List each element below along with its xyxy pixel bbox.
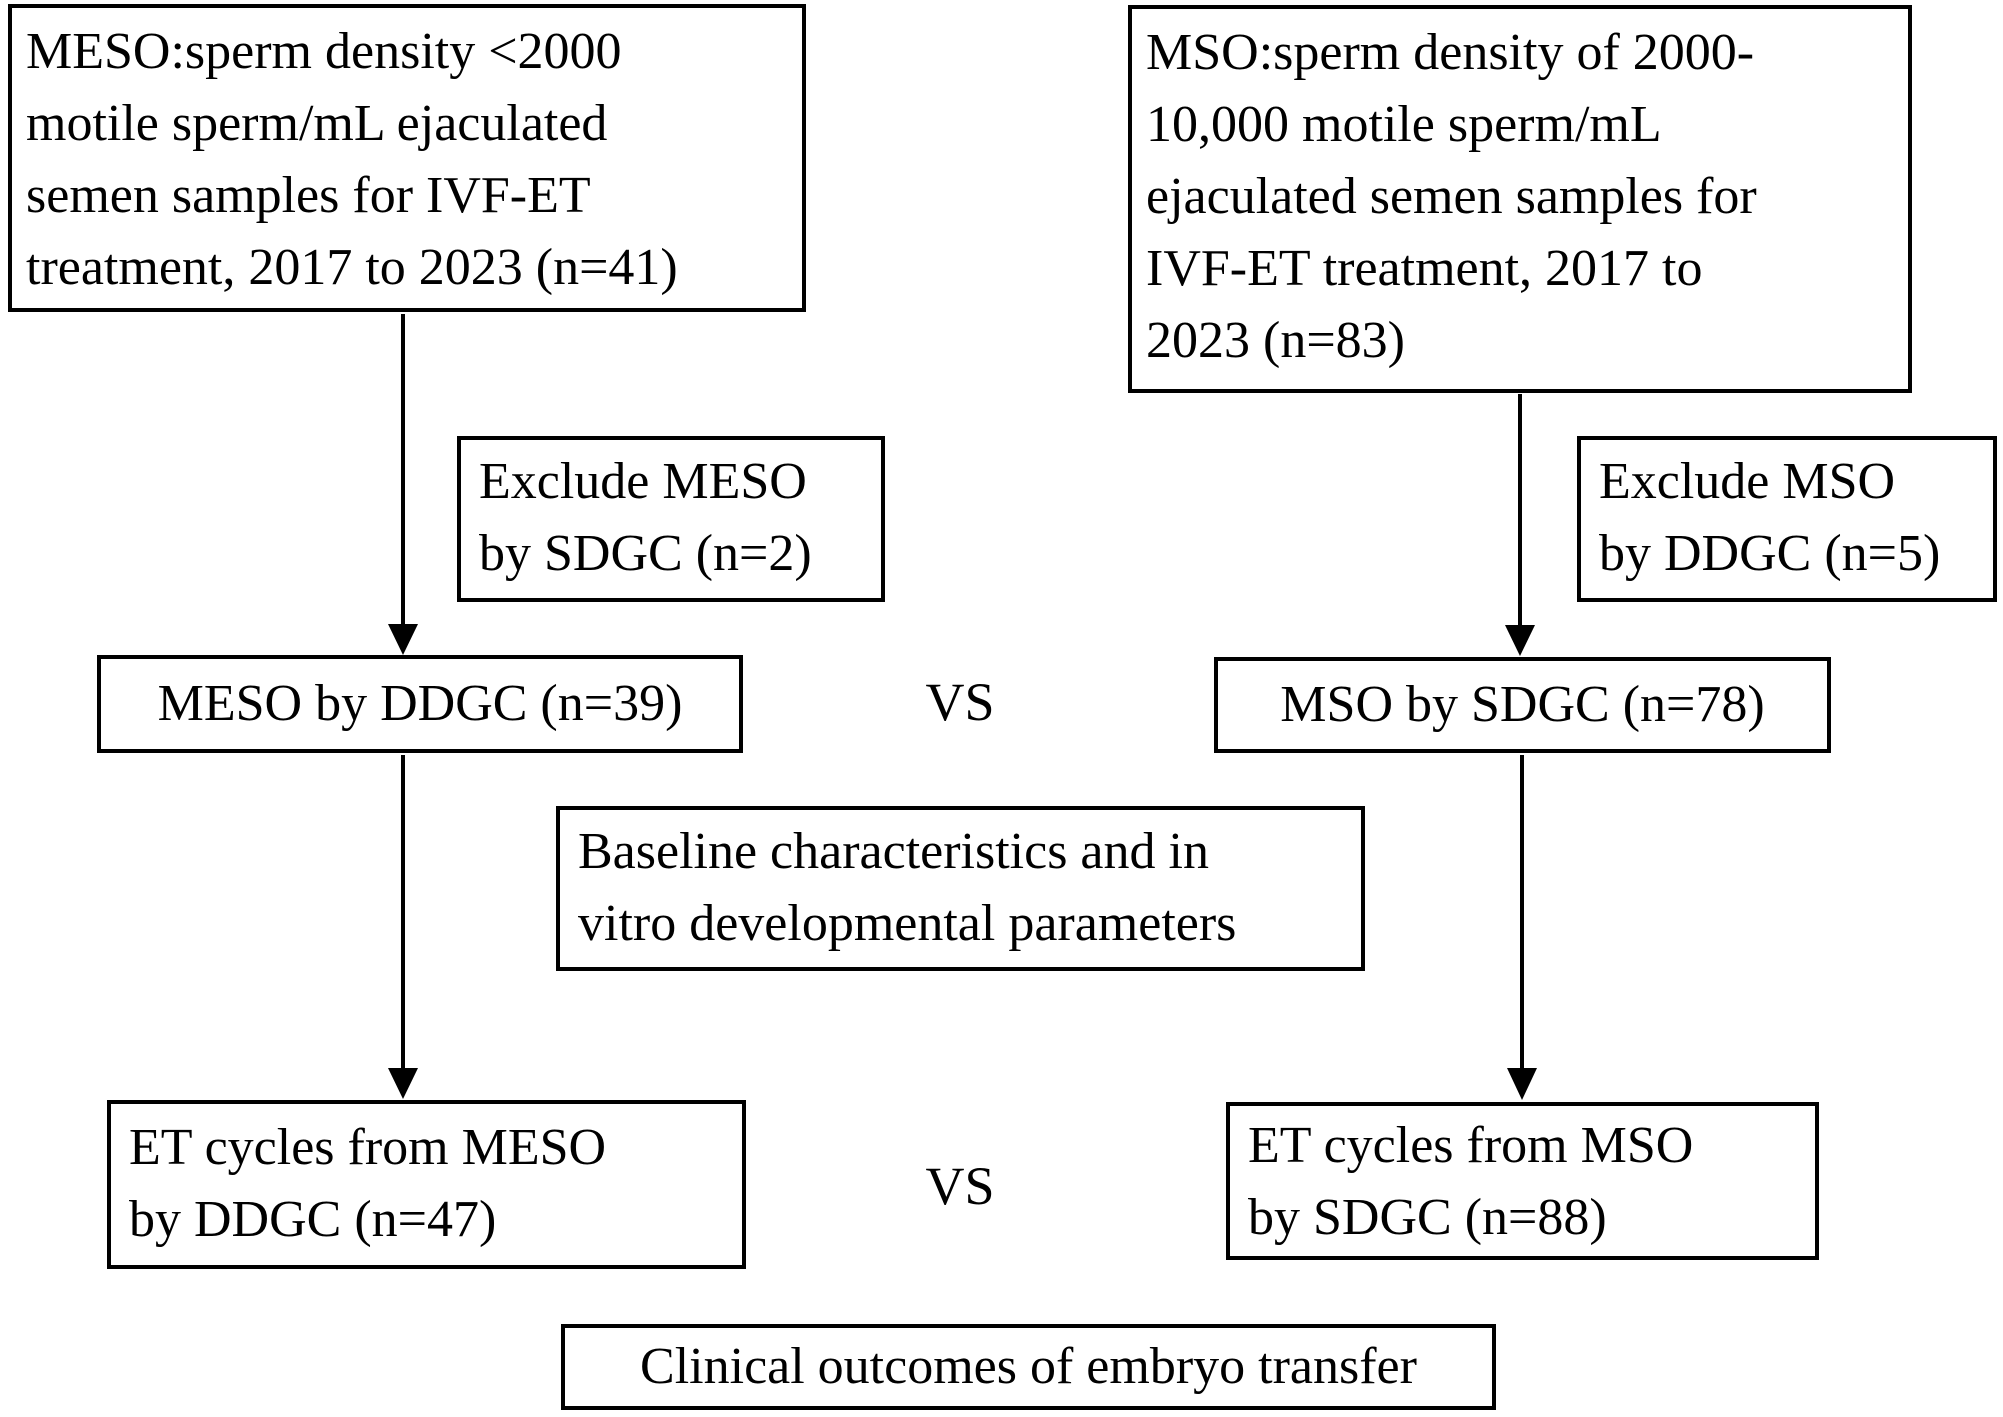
- box-exclude-meso: Exclude MESO by SDGC (n=2): [457, 436, 885, 602]
- arrow-meso-ddgc-to-et: [388, 755, 418, 1099]
- arrow-head-icon: [388, 1068, 418, 1099]
- arrow-mso-source-to-sdgc: [1505, 394, 1535, 656]
- box-baseline-parameters: Baseline characteristics and in vitro de…: [556, 806, 1365, 971]
- box-mso-source-criteria: MSO:sperm density of 2000- 10,000 motile…: [1128, 5, 1912, 393]
- vs-label-top: VS: [925, 672, 995, 732]
- box-et-cycles-meso: ET cycles from MESO by DDGC (n=47): [107, 1100, 746, 1269]
- box-mso-by-sdgc: MSO by SDGC (n=78): [1214, 657, 1831, 753]
- box-clinical-outcomes: Clinical outcomes of embryo transfer: [561, 1324, 1496, 1410]
- arrow-head-icon: [1505, 625, 1535, 656]
- arrow-mso-sdgc-to-et: [1507, 755, 1537, 1100]
- arrow-head-icon: [388, 624, 418, 655]
- box-et-cycles-mso: ET cycles from MSO by SDGC (n=88): [1226, 1102, 1819, 1260]
- arrow-head-icon: [1507, 1068, 1537, 1100]
- vs-label-bottom: VS: [925, 1156, 995, 1216]
- box-meso-by-ddgc: MESO by DDGC (n=39): [97, 655, 743, 753]
- arrow-meso-source-to-ddgc: [388, 314, 418, 655]
- box-exclude-mso: Exclude MSO by DDGC (n=5): [1577, 436, 1997, 602]
- box-meso-source-criteria: MESO:sperm density <2000 motile sperm/mL…: [8, 4, 806, 312]
